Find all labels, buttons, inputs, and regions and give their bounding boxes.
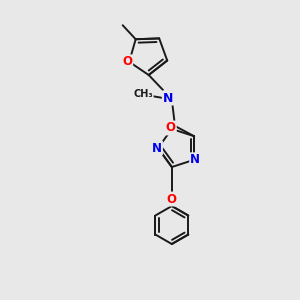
Text: CH₃: CH₃ xyxy=(133,89,153,99)
Text: O: O xyxy=(166,122,176,134)
Text: O: O xyxy=(167,193,177,206)
Text: N: N xyxy=(152,142,162,154)
Text: O: O xyxy=(122,55,132,68)
Text: N: N xyxy=(190,153,200,166)
Text: N: N xyxy=(163,92,173,104)
